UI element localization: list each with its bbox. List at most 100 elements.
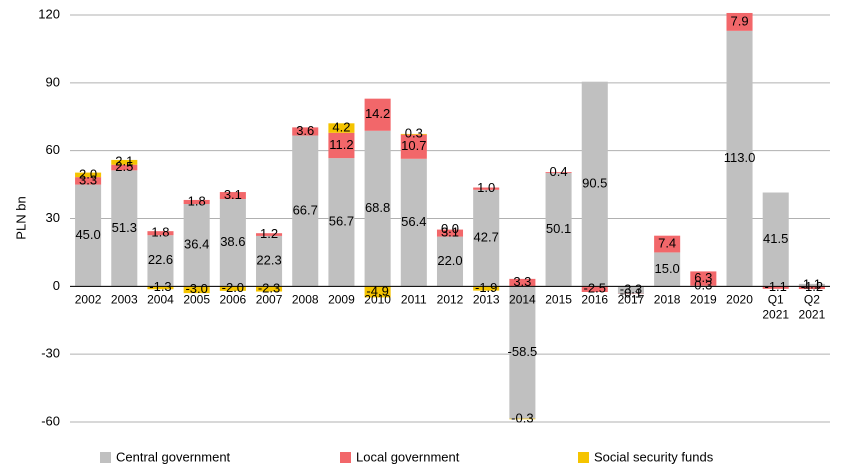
data-label: -0.3 xyxy=(511,410,533,425)
data-label: 14.2 xyxy=(365,106,390,121)
data-label: -0.1 xyxy=(620,285,642,300)
data-label: 90.5 xyxy=(582,175,607,190)
bar-segment xyxy=(798,283,825,287)
x-tick-label: 2011 xyxy=(401,293,427,307)
y-tick-label: -30 xyxy=(41,346,60,361)
bar-segment xyxy=(111,170,138,287)
bar-segment xyxy=(219,199,246,287)
y-tick-label: 30 xyxy=(46,210,60,225)
x-tick-label: 2003 xyxy=(111,293,138,307)
bar-segment xyxy=(762,192,789,287)
data-label: 3.6 xyxy=(296,123,314,138)
data-label: 50.1 xyxy=(546,221,571,236)
x-tick-label: 2012 xyxy=(437,293,464,307)
data-label: 4.2 xyxy=(332,119,350,134)
bar-segment xyxy=(400,134,427,159)
bar-segment xyxy=(581,286,608,292)
bar-segment xyxy=(509,278,536,287)
y-axis-label: PLN bn xyxy=(13,196,28,239)
bar-segment xyxy=(654,252,681,287)
y-tick-label: 60 xyxy=(46,142,60,157)
bar-segment xyxy=(111,159,138,165)
bar-segment xyxy=(328,132,355,159)
data-label: -1.9 xyxy=(475,280,497,295)
bar-segment xyxy=(690,271,717,286)
bar-segment xyxy=(256,235,283,287)
x-tick-label: 2009 xyxy=(328,293,355,307)
data-label: -3.0 xyxy=(185,281,207,296)
bar-segment xyxy=(256,286,283,292)
bar-segment xyxy=(617,286,644,294)
data-label: -1.3 xyxy=(149,279,171,294)
x-tick-label: 2013 xyxy=(473,293,500,307)
data-label: 1.8 xyxy=(188,193,206,208)
bar-segment xyxy=(256,233,283,236)
bar-segment xyxy=(436,229,464,237)
data-label: 2.0 xyxy=(79,166,97,181)
bar-segment xyxy=(292,135,319,287)
tick-line: 2021 xyxy=(799,308,826,322)
data-label: -58.5 xyxy=(508,344,538,359)
data-label: 6.3 xyxy=(694,270,712,285)
tick-line: 2021 xyxy=(762,308,789,322)
y-tick-label: 90 xyxy=(46,74,60,89)
data-label: 56.4 xyxy=(401,214,426,229)
data-label: 22.3 xyxy=(256,253,281,268)
data-label: 3.3 xyxy=(513,274,531,289)
bar-segment xyxy=(473,189,500,287)
y-tick-label: 120 xyxy=(38,6,60,21)
bar-segment xyxy=(654,235,681,253)
data-label: 3.1 xyxy=(224,187,242,202)
data-label: 0.0 xyxy=(441,221,459,236)
legend-swatch xyxy=(340,452,351,463)
data-label: 42.7 xyxy=(474,229,499,244)
bar-segment xyxy=(726,30,753,287)
bar-segment xyxy=(400,133,427,135)
x-tick-label: 2010 xyxy=(364,293,391,307)
bar-segment xyxy=(75,172,102,178)
tick-line: Q2 xyxy=(804,293,820,307)
data-label: 41.5 xyxy=(763,231,788,246)
tick-line: Q1 xyxy=(768,293,784,307)
data-label: -1.1 xyxy=(765,279,787,294)
bar-segment xyxy=(147,231,174,236)
data-label: 113.0 xyxy=(724,150,756,165)
data-label: 2.1 xyxy=(115,154,133,169)
bar-segment xyxy=(183,286,210,294)
x-tick-label: Q1 2021 xyxy=(762,293,789,322)
y-tick-label: -60 xyxy=(41,413,60,428)
bar-segment xyxy=(219,286,246,291)
data-label: -1.2 xyxy=(801,279,823,294)
data-label: 1.1 xyxy=(803,277,821,292)
data-label: 1.8 xyxy=(151,225,169,240)
y-tick-label: 0 xyxy=(53,278,60,293)
x-tick-label: 2006 xyxy=(220,293,247,307)
bar-segment xyxy=(147,286,174,290)
data-label: 3.1 xyxy=(441,225,459,240)
data-label: -4.9 xyxy=(366,283,388,298)
bar-segment xyxy=(147,235,174,287)
data-label: -2.3 xyxy=(258,280,280,295)
data-label: 1.2 xyxy=(260,226,278,241)
bar-segment xyxy=(292,127,319,136)
data-label: 7.4 xyxy=(658,235,676,250)
data-label: 22.6 xyxy=(148,252,173,267)
data-label: 0.3 xyxy=(405,126,423,141)
x-tick-label: 2020 xyxy=(726,293,753,307)
data-label: 0.3 xyxy=(694,277,712,292)
x-tick-label: 2004 xyxy=(147,293,174,307)
legend-label: Social security funds xyxy=(594,449,714,464)
data-label: 38.6 xyxy=(220,234,245,249)
data-label: 68.8 xyxy=(365,200,390,215)
x-tick-label: 2015 xyxy=(545,293,572,307)
x-tick-label: 2016 xyxy=(581,293,608,307)
bar-segment xyxy=(509,418,536,420)
data-label: 22.0 xyxy=(437,253,462,268)
x-tick-label: 2019 xyxy=(690,293,717,307)
x-tick-label: 2005 xyxy=(183,293,210,307)
bar-segment xyxy=(545,173,572,287)
data-label: 0.4 xyxy=(550,164,568,179)
bar-segment xyxy=(436,236,464,287)
bar-segment xyxy=(111,164,138,171)
